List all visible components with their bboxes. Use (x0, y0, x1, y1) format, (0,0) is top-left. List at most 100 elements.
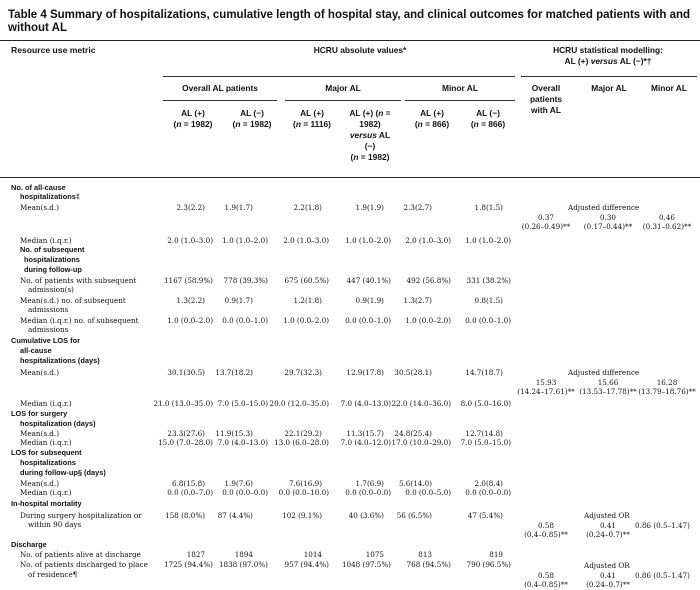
los-model: (13.79–18.76)** (638, 387, 696, 396)
surg-mean: 22.1(29.2) (284, 429, 322, 438)
hcru-underline (163, 76, 515, 77)
mort-vals: 87 (4.4%) (217, 511, 253, 520)
row-group-title: hospitalizations (20, 458, 76, 467)
subseq-mean: 0.8(1.5) (474, 296, 503, 305)
surg-median: 7.0 (5.0–15.0) (460, 438, 511, 447)
row-label: During surgery hospitalization or (20, 511, 142, 520)
allcause-median: 1.0 (1.0–2.0) (222, 236, 268, 245)
allcause-mean: 1.9(1.9) (355, 203, 384, 212)
place-model: 0.41 (599, 571, 616, 580)
mort-vals: 56 (6.5%) (396, 511, 432, 520)
allcause-model: 0.37 (537, 213, 554, 222)
place-vals: 768 (94.5%) (406, 560, 451, 569)
place-vals: 957 (94.4%) (284, 560, 329, 569)
alive-vals: 1014 (303, 550, 322, 559)
group-underline-major (285, 100, 401, 101)
place-model: 0.58 (537, 571, 554, 580)
group-major: Major AL (325, 83, 361, 93)
row-label: No. of patients with subsequent (20, 276, 137, 285)
los-median: 8.0 (5.0–16.0) (460, 399, 511, 408)
row-label: Mean(s.d.) no. of subsequent (20, 296, 126, 305)
row-label: Mean(s.d.) (20, 429, 59, 438)
fu-median: 0.0 (0.0–0.0) (345, 488, 391, 497)
row-label: No. of patients alive at discharge (20, 550, 141, 559)
group-minor: Minor AL (442, 83, 478, 93)
subseq-pct: 1167 (58.9%) (163, 276, 213, 285)
los-mean: 14.7(18.7) (465, 368, 503, 377)
los-model: 15.66 (597, 378, 619, 387)
col-header-metric: Resource use metric (11, 45, 96, 55)
table-top-rule (0, 40, 700, 41)
subseq-mean: 0.9(1.9) (355, 296, 384, 305)
place-model: (0.4–0.85)** (524, 580, 568, 589)
los-mean: 12.9(17.8) (346, 368, 384, 377)
model-caption: Adjusted OR (584, 511, 630, 520)
alive-vals: 819 (489, 550, 503, 559)
allcause-median: 1.0 (1.0–2.0) (465, 236, 511, 245)
row-group-title: during follow-up§ (days) (20, 468, 106, 477)
los-median: 7.0 (4.0–13.0) (340, 399, 391, 408)
fu-mean: 2.0(8.4) (474, 479, 503, 488)
los-median: 20.0 (12.0–35.0) (269, 399, 330, 408)
row-group-title: all-cause (20, 346, 52, 355)
surg-median: 17.0 (10.0–29.0) (391, 438, 452, 447)
allcause-median: 2.0 (1.0–3.0) (405, 236, 451, 245)
place-model: 0.86 (0.5–1.47) (635, 571, 690, 580)
row-label: of residence¶ (28, 570, 78, 579)
subseq-pct: 447 (40.1%) (346, 276, 391, 285)
row-group-title: hospitalizations (days) (20, 356, 100, 365)
allcause-model: 0.30 (599, 213, 616, 222)
fu-median: 0.0 (0.0–0.0) (222, 488, 268, 497)
mort-model: 0.86 (0.5–1.47) (635, 521, 690, 530)
surg-mean: 24.8(25.4) (394, 429, 432, 438)
allcause-median: 1.0 (1.0–2.0) (345, 236, 391, 245)
los-median: 22.0 (14.0–36.0) (391, 399, 452, 408)
row-group-title: Discharge (11, 540, 47, 549)
row-label: Median (i.q.r.) (20, 399, 72, 408)
allcause-mean: 2.3(2.2) (176, 203, 205, 212)
subcol-2: AL (−) (n = 1982) (232, 108, 272, 129)
surg-median: 15.0 (7.0–28.0) (158, 438, 213, 447)
row-group-title: In-hospital mortality (11, 499, 82, 508)
fu-mean: 6.8(15.8) (171, 479, 205, 488)
subseq-pct: 492 (56.8%) (406, 276, 451, 285)
mort-vals: 47 (5.4%) (467, 511, 503, 520)
mort-vals: 158 (8.0%) (165, 511, 205, 520)
subcol-4: AL (+) (n = 1982) versus AL (−) (n = 1982) (349, 108, 391, 162)
alive-vals: 1827 (186, 550, 205, 559)
row-group-title: hospitalizations‡ (20, 192, 80, 201)
header-rule (0, 177, 700, 178)
subseq-mean: 1.3(2.7) (403, 296, 432, 305)
row-group-title: hospitalizations (24, 255, 80, 264)
mort-vals: 40 (3.6%) (348, 511, 384, 520)
mort-model: 0.41 (599, 521, 616, 530)
allcause-mean: 1.8(1.5) (474, 203, 503, 212)
group-underline-minor (405, 100, 515, 101)
row-label: Mean(s.d.) (20, 368, 59, 377)
surg-mean: 23.3(27.6) (167, 429, 205, 438)
row-label: Median (i.q.r.) no. of subsequent (20, 316, 139, 325)
row-group-title: during follow-up (24, 265, 82, 274)
allcause-model: (0.31–0.62)** (642, 222, 692, 231)
los-mean: 29.7(32.3) (284, 368, 322, 377)
group-underline-overall (163, 100, 277, 101)
table-title: Table 4 Summary of hospitalizations, cum… (8, 9, 691, 34)
los-mean: 13.7(18.2) (215, 368, 253, 377)
alive-vals: 1894 (234, 550, 253, 559)
row-label: Median (i.q.r.) (20, 438, 72, 447)
fu-mean: 5.6(14.0) (398, 479, 432, 488)
model-caption: Adjusted OR (584, 561, 630, 570)
surg-mean: 11.3(15.7) (346, 429, 384, 438)
alive-vals: 1075 (365, 550, 384, 559)
place-vals: 1725 (94.4%) (163, 560, 213, 569)
allcause-model: (0.26–0.49)** (521, 222, 571, 231)
col-header-model: HCRU statistical modelling: AL (+) versu… (520, 45, 696, 67)
subseq-median: 0.0 (0.0–1.0) (222, 316, 268, 325)
fu-mean: 1.7(6.9) (355, 479, 384, 488)
model-col-major: Major AL (591, 83, 627, 93)
row-label: admission(s) (28, 285, 74, 294)
subseq-median: 1.0 (0.0–2.0) (405, 316, 451, 325)
subcol-3: AL (+) (n = 1116) (293, 108, 331, 129)
model-col-minor: Minor AL (651, 83, 687, 93)
row-group-title: Cumulative LOS for (11, 336, 80, 345)
